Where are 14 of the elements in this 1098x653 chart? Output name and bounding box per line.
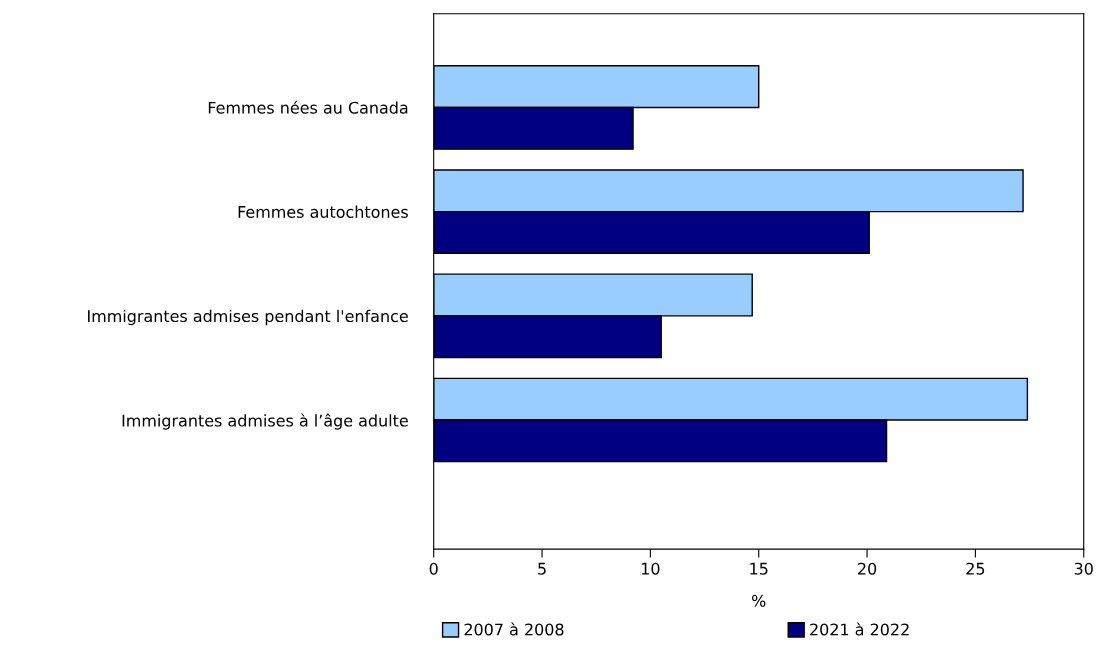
x-tick-label: 10 — [641, 562, 660, 575]
y-tick-label: Immigrantes admises à l’âge adulte — [122, 413, 408, 430]
x-tick-label: 30 — [1074, 562, 1093, 575]
legend-label: 2007 à 2008 — [464, 622, 564, 636]
x-tick-label: 15 — [750, 562, 768, 575]
y-tick-label: Immigrantes admises pendant l'enfance — [88, 309, 408, 326]
x-tick-label: 20 — [858, 562, 877, 575]
x-tick-label: 5 — [538, 562, 546, 575]
x-tick-label: 25 — [966, 562, 985, 575]
x-tick-label: 0 — [429, 562, 438, 575]
y-tick-label: Femmes nées au Canada — [208, 100, 408, 114]
y-tick-label: Femmes autochtones — [238, 205, 408, 218]
legend-label: 2021 à 2022 — [810, 622, 909, 636]
x-axis-title: % — [752, 594, 766, 607]
